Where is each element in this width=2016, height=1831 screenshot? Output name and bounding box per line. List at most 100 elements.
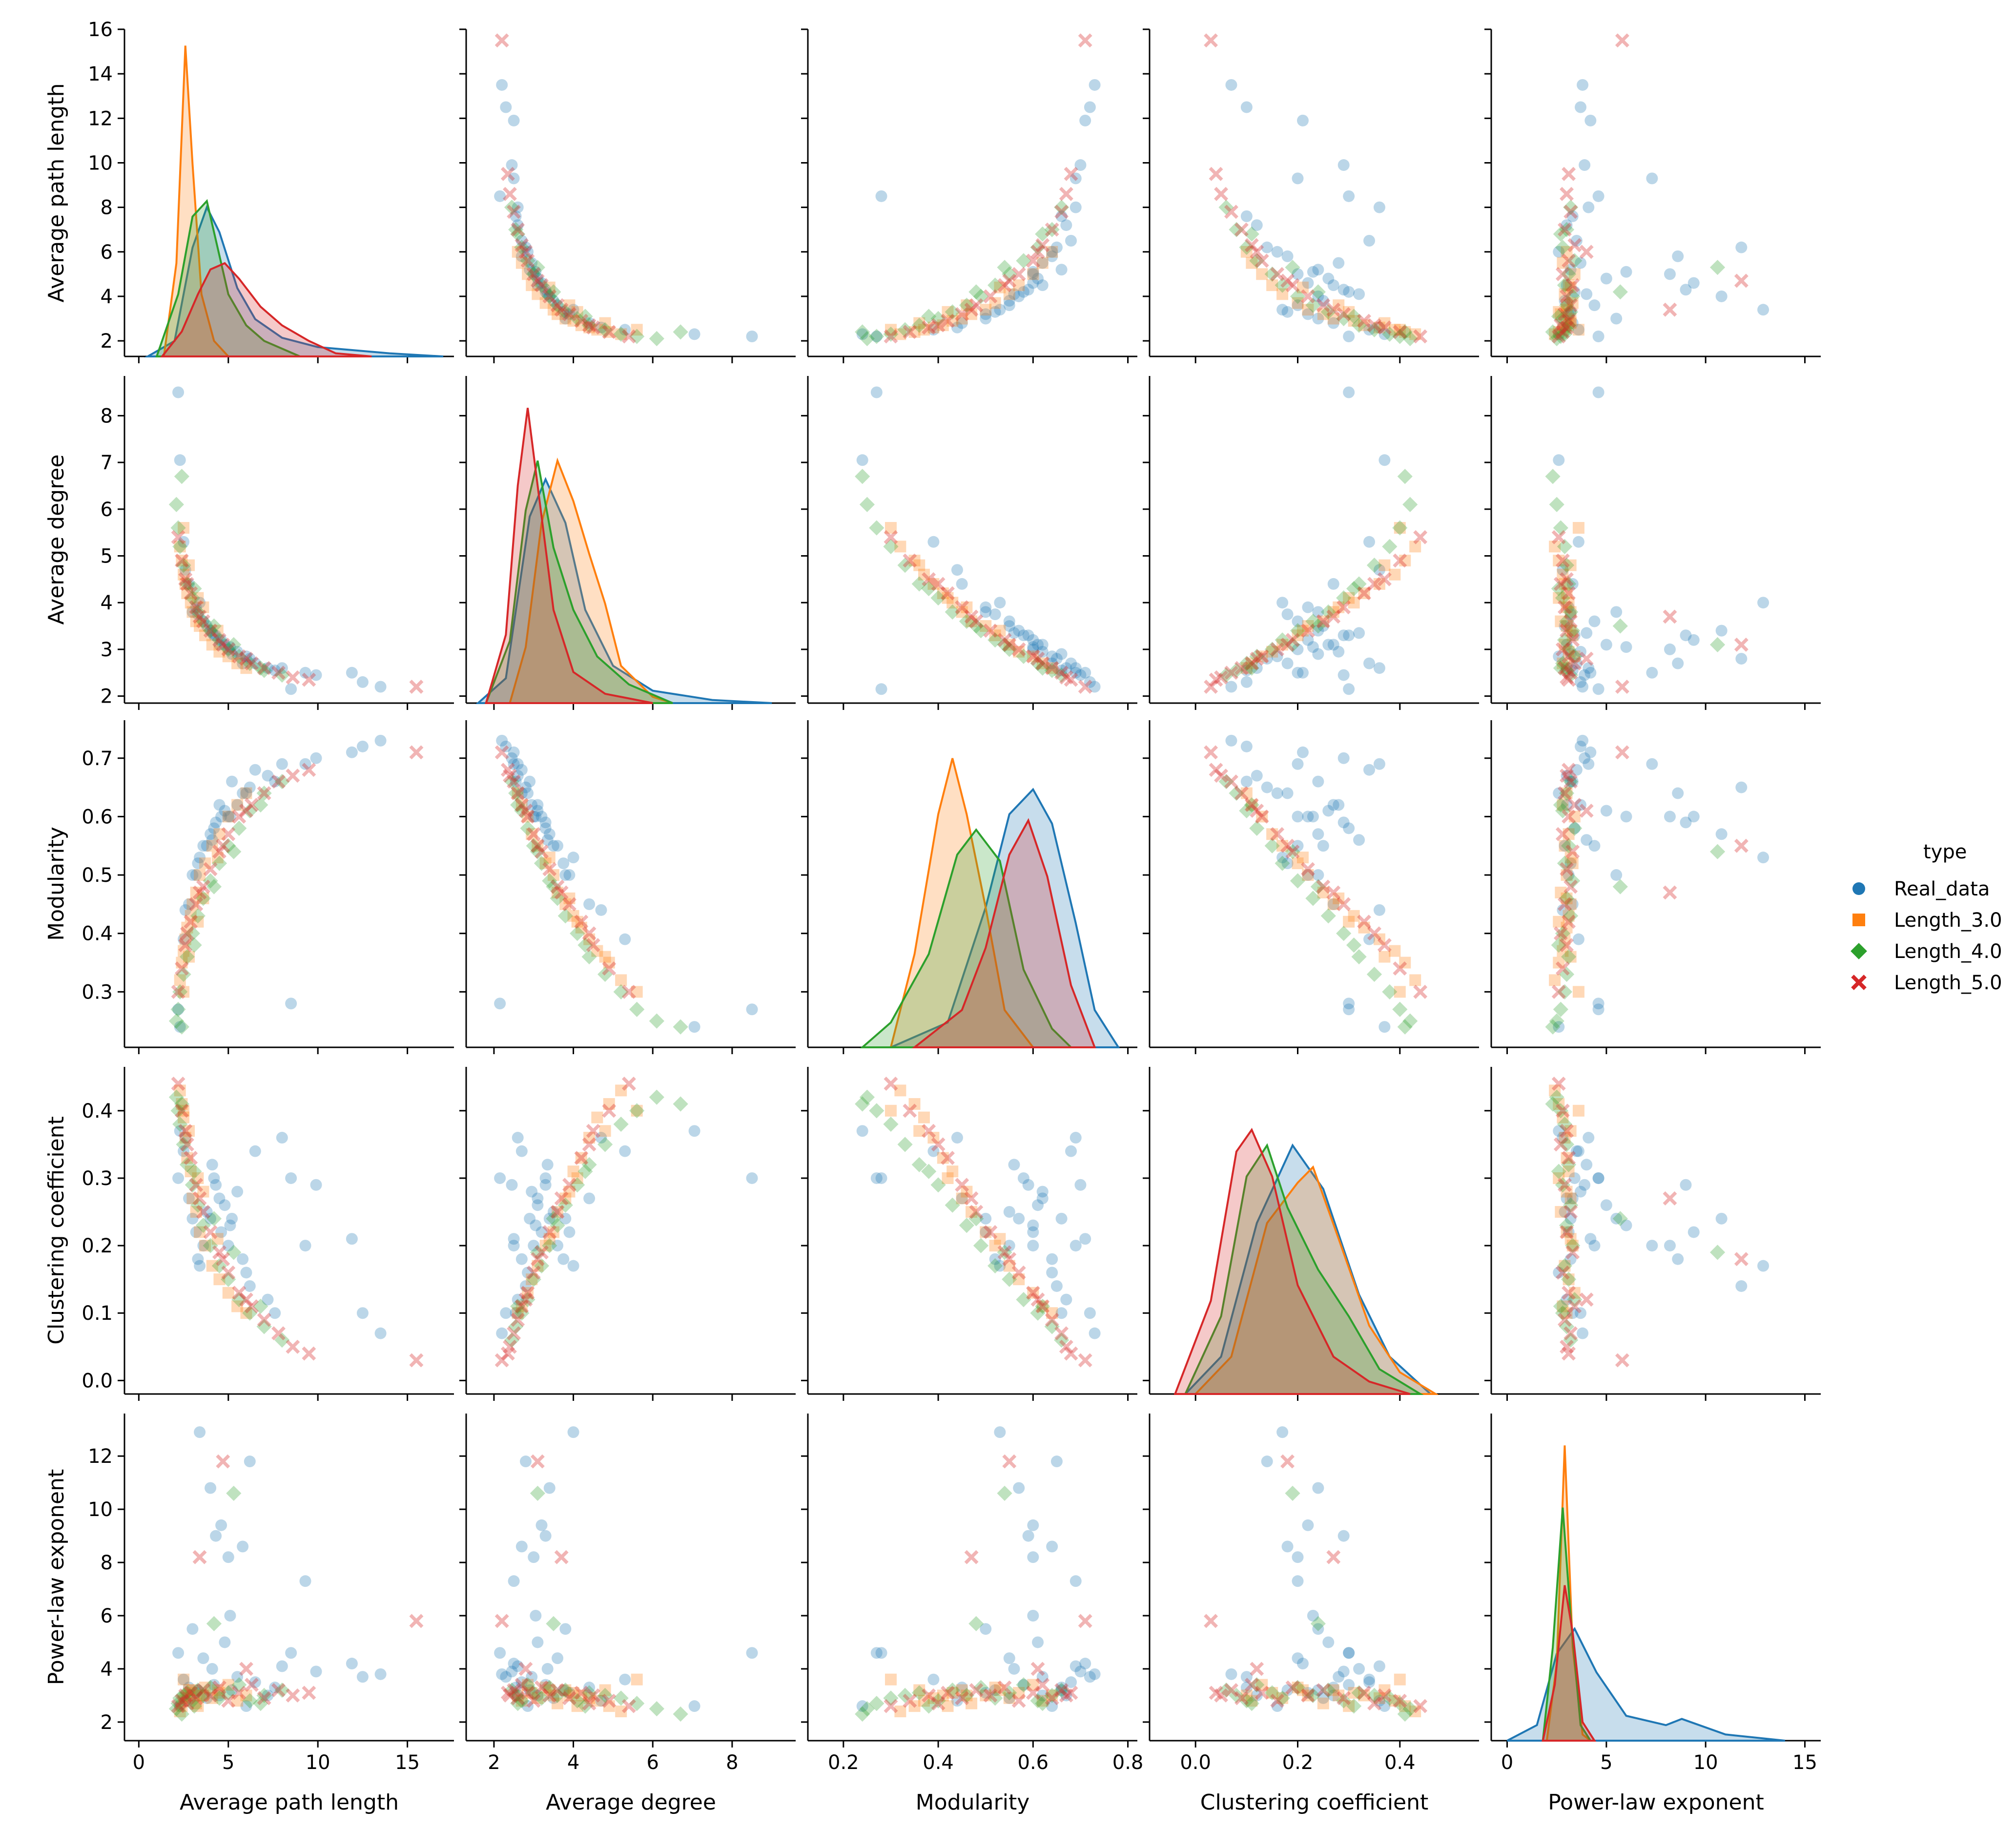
data-point [1036, 1192, 1049, 1205]
data-point [997, 260, 1012, 275]
data-point [1555, 325, 1570, 339]
data-point [1566, 297, 1579, 309]
data-point [1583, 662, 1595, 674]
data-point [946, 597, 959, 609]
data-point [1555, 961, 1570, 976]
data-point [215, 1519, 227, 1531]
data-point [913, 317, 926, 329]
data-point [508, 114, 520, 126]
data-point [581, 949, 597, 965]
data-point [563, 869, 576, 881]
data-point [1566, 1307, 1579, 1319]
panel-1-3 [1143, 376, 1479, 710]
data-point [1302, 811, 1314, 823]
data-point [510, 1682, 522, 1694]
data-point [174, 1021, 186, 1033]
data-point [184, 586, 198, 601]
data-point [1302, 1519, 1314, 1531]
data-point [1392, 520, 1408, 536]
data-point [567, 1165, 579, 1178]
series-Length_4.0 [504, 1089, 688, 1348]
data-point [1579, 752, 1591, 764]
data-point [1296, 666, 1309, 679]
data-point [1583, 758, 1595, 770]
data-point [1612, 618, 1628, 634]
x-tick-label: 0.2 [828, 1751, 859, 1774]
data-point [211, 624, 224, 637]
data-point [1568, 650, 1581, 663]
data-point [1687, 1226, 1700, 1238]
data-point [927, 321, 940, 333]
data-point [613, 326, 629, 342]
data-point [563, 1686, 576, 1699]
data-point [1336, 590, 1352, 606]
data-point [524, 1212, 536, 1225]
data-point [1559, 1260, 1571, 1272]
series-Length_3.0 [174, 1673, 252, 1718]
data-point [987, 632, 1003, 648]
panel-4-2: 0.2 0.4 0.6 0.8 [801, 1414, 1143, 1774]
data-point [1572, 536, 1584, 548]
data-point [897, 1687, 913, 1703]
data-point [1002, 1252, 1017, 1267]
y-tick-label: 6 [101, 499, 113, 521]
data-point [526, 1693, 541, 1708]
data-point [1553, 520, 1568, 536]
series-Length_3.0 [885, 1084, 1058, 1319]
data-point [546, 1616, 561, 1631]
y-tick-label: 8 [101, 405, 113, 427]
data-point [1333, 257, 1345, 269]
data-point [927, 1145, 940, 1157]
data-point [1555, 308, 1567, 320]
data-point [1367, 1696, 1381, 1711]
data-point [168, 1089, 184, 1105]
y-axis-label-1: Average degree [44, 455, 69, 625]
data-point [174, 469, 189, 484]
data-point [1560, 769, 1574, 783]
data-point [1373, 1660, 1385, 1672]
data-point [1351, 949, 1367, 965]
data-point [1327, 898, 1339, 910]
data-point [1555, 615, 1567, 627]
data-point [1393, 325, 1407, 339]
data-point [1255, 809, 1269, 824]
data-point [1002, 1271, 1017, 1287]
data-point [183, 898, 195, 910]
series-Length_5.0 [494, 1454, 636, 1713]
data-point [1322, 272, 1335, 285]
data-point [232, 809, 247, 824]
data-point [959, 613, 974, 629]
data-point [1003, 1206, 1015, 1218]
data-point [526, 1685, 541, 1701]
data-point [1680, 816, 1692, 829]
y-tick-label: 0.3 [82, 1167, 113, 1190]
data-point [1581, 1159, 1593, 1171]
data-point [1357, 586, 1372, 601]
data-point [356, 676, 369, 688]
data-point [1285, 1485, 1300, 1501]
data-point [1574, 676, 1586, 688]
data-point [1378, 317, 1391, 329]
data-point [927, 324, 940, 336]
data-point [1577, 681, 1589, 693]
data-point [1027, 641, 1039, 653]
data-point [210, 1530, 222, 1542]
data-point [894, 1706, 906, 1718]
data-point [539, 816, 552, 829]
data-point [1300, 862, 1315, 876]
data-point [409, 1353, 424, 1368]
data-point [980, 308, 992, 320]
data-point [870, 386, 883, 398]
data-point [208, 1172, 220, 1184]
data-point [237, 1253, 249, 1265]
data-point [201, 1692, 213, 1704]
data-point [994, 624, 1006, 637]
data-point [546, 1211, 561, 1227]
data-point [574, 313, 589, 328]
data-point [240, 662, 252, 674]
data-point [215, 811, 227, 823]
data-point [1035, 1299, 1050, 1313]
data-point [911, 1157, 927, 1172]
x-axis-label-4: Power-law exponent [1548, 1790, 1764, 1815]
data-point [346, 1658, 358, 1670]
